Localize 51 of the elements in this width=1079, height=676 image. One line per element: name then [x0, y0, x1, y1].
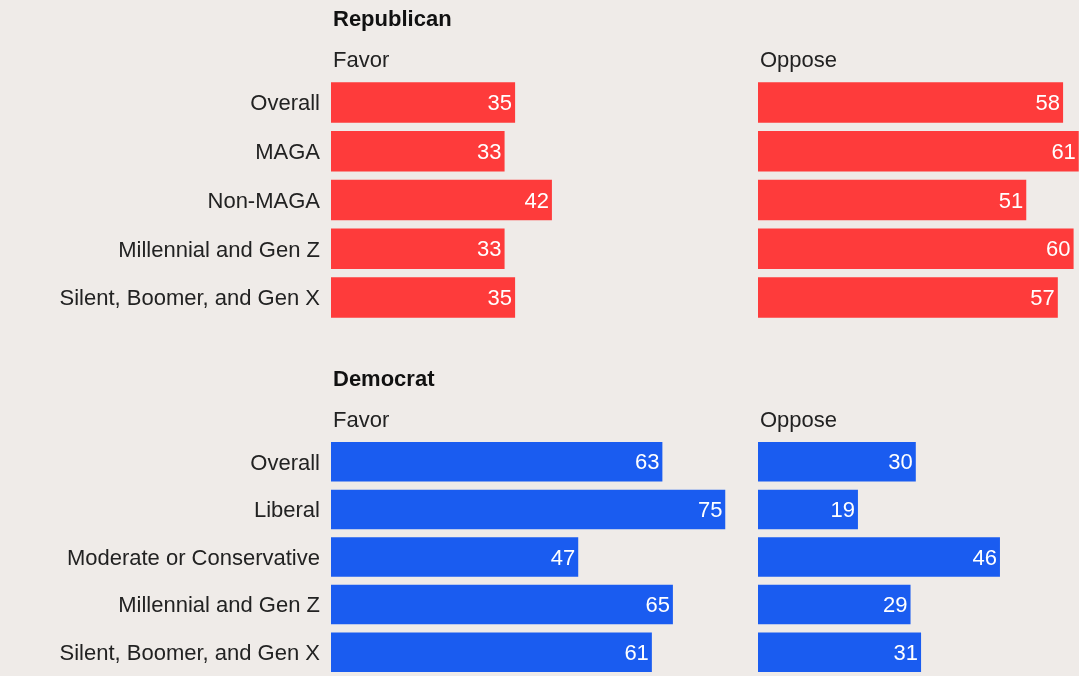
chart-title: Democrat: [333, 366, 436, 391]
bar: [331, 584, 673, 625]
bar: [758, 179, 1027, 221]
data-label: 35: [487, 285, 513, 311]
data-label: 75: [698, 496, 723, 522]
y-tick-label: Silent, Boomer, and Gen X: [59, 285, 321, 311]
y-tick-label: MAGA: [255, 138, 321, 164]
bar: [758, 489, 858, 530]
y-tick-label: Overall: [250, 90, 320, 116]
chart-subtitle: Oppose: [760, 47, 838, 72]
bar: [758, 82, 1064, 123]
data-label: 42: [524, 187, 549, 213]
data-label: 58: [1035, 89, 1061, 115]
bar: [758, 442, 916, 482]
y-tick-label: Millennial and Gen Z: [118, 592, 320, 618]
bar: [758, 537, 1000, 577]
data-label: 46: [972, 544, 997, 570]
bar: [331, 442, 663, 482]
data-label: 60: [1046, 236, 1071, 262]
data-label: 30: [888, 449, 913, 475]
chart-subtitle: Oppose: [760, 407, 838, 432]
chart-subtitle: Favor: [333, 47, 390, 72]
y-tick-label: Moderate or Conservative: [66, 544, 320, 570]
y-tick-label: Overall: [250, 449, 320, 475]
data-label: 57: [1030, 285, 1055, 311]
data-label: 33: [477, 138, 502, 164]
data-label: 33: [477, 236, 502, 262]
bar: [758, 584, 911, 625]
bar: [331, 489, 726, 530]
data-label: 61: [624, 639, 649, 665]
data-label: 35: [487, 89, 513, 115]
y-tick-label: Silent, Boomer, and Gen X: [59, 639, 321, 665]
chart-title: Republican: [333, 6, 452, 31]
y-tick-label: Liberal: [253, 497, 320, 523]
chart-subtitle: Favor: [333, 407, 390, 432]
data-label: 51: [998, 187, 1024, 213]
data-label: 65: [645, 592, 670, 618]
bar: [758, 632, 922, 672]
bar: [331, 537, 579, 577]
data-label: 31: [893, 639, 919, 665]
data-label: 61: [1051, 138, 1076, 164]
bar: [758, 277, 1058, 318]
y-tick-label: Non-MAGA: [207, 187, 321, 213]
data-label: 47: [550, 544, 576, 570]
bar: [758, 130, 1079, 172]
data-label: 63: [634, 449, 660, 475]
y-tick-label: Millennial and Gen Z: [118, 236, 320, 262]
bar: [331, 632, 652, 672]
data-label: 19: [830, 496, 855, 522]
data-label: 29: [883, 592, 908, 618]
bar: [758, 228, 1074, 270]
